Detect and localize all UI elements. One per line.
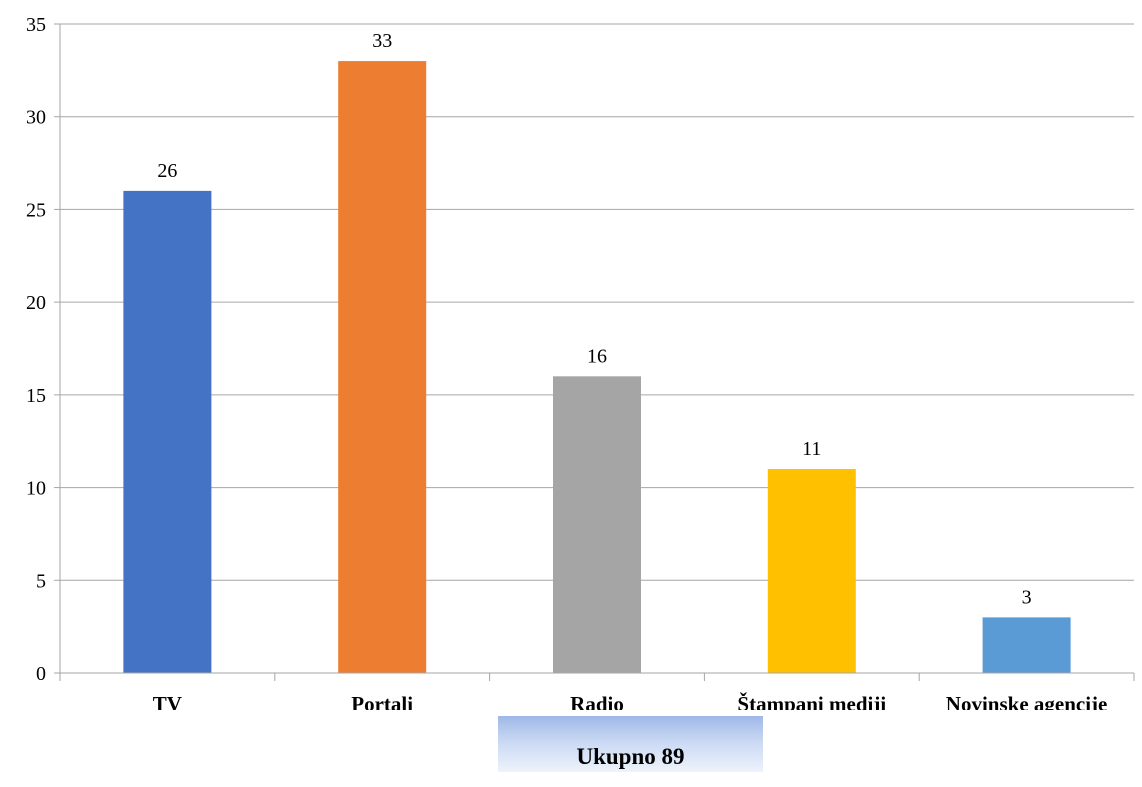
y-axis-ticks: 0 5 10 15 20 25 30 35 <box>26 14 46 685</box>
y-tick-label: 25 <box>26 199 46 221</box>
bar <box>553 376 641 673</box>
total-label: Ukupno 89 <box>576 744 685 769</box>
bar <box>123 190 212 673</box>
data-label: 3 <box>1022 586 1032 608</box>
category-label: Portali <box>351 692 413 710</box>
bar-chart: 0 5 10 15 20 25 30 35 26 33 16 11 3 TV Portali Radio Š… <box>26 14 1135 710</box>
y-tick-label: 5 <box>36 570 46 592</box>
bar <box>338 61 427 674</box>
data-label: 11 <box>802 438 821 460</box>
y-tick-label: 15 <box>26 385 46 407</box>
y-tick-label: 30 <box>26 107 46 129</box>
y-tick-label: 20 <box>26 292 46 314</box>
bars <box>123 61 1071 674</box>
y-tick-label: 0 <box>36 663 46 685</box>
total-box: Ukupno 89 <box>498 716 763 772</box>
x-axis <box>59 672 1135 681</box>
category-labels: TV Portali Radio Štampani mediji Novinske ag… <box>153 692 1108 710</box>
data-label: 26 <box>157 160 177 182</box>
category-label: Novinske agencije <box>946 692 1108 710</box>
bar <box>767 469 856 673</box>
y-tick-label: 35 <box>26 14 46 36</box>
category-label: Štampani mediji <box>737 692 886 710</box>
data-label: 16 <box>587 345 607 367</box>
category-label: TV <box>153 692 182 710</box>
bar <box>982 617 1071 673</box>
data-labels: 26 33 16 11 3 <box>157 30 1031 608</box>
data-label: 33 <box>372 30 392 52</box>
category-label: Radio <box>570 692 624 710</box>
y-tick-label: 10 <box>26 478 46 500</box>
